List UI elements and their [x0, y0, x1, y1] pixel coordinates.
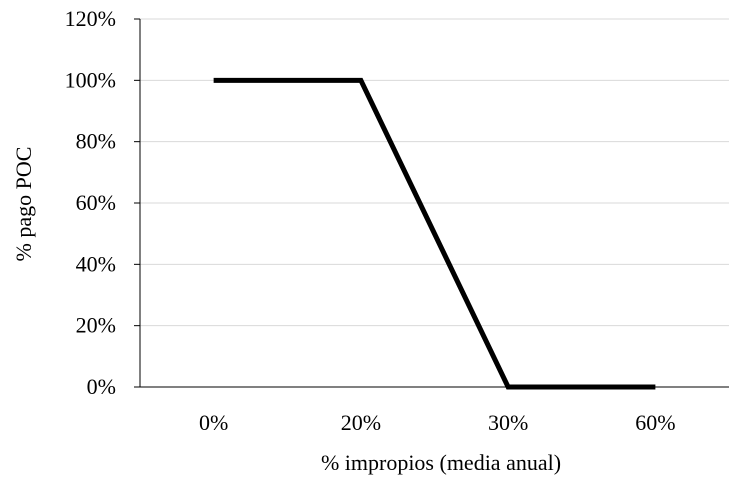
y-tick-label: 40%: [76, 251, 116, 276]
y-tick-label: 20%: [76, 313, 116, 338]
y-tick-label: 60%: [76, 190, 116, 215]
x-tick-labels: 0% 20% 30% 60%: [199, 410, 676, 435]
gridlines: [140, 18, 729, 327]
y-tick-label: 80%: [76, 129, 116, 154]
y-tick-label: 120%: [65, 6, 116, 31]
y-axis-title: % pago POC: [11, 147, 36, 262]
y-tick-label: 100%: [65, 67, 116, 92]
x-tick-label: 0%: [199, 410, 228, 435]
x-tick-label: 60%: [635, 410, 675, 435]
series-line: [213, 77, 656, 390]
x-tick-label: 30%: [488, 410, 528, 435]
y-tick-labels: 0% 20% 40% 60% 80% 100% 120%: [65, 6, 116, 399]
x-axis-title: % impropios (media anual): [321, 450, 561, 475]
series-layer: [213, 77, 656, 390]
y-tick-label: 0%: [87, 374, 116, 399]
x-tick-label: 20%: [341, 410, 381, 435]
